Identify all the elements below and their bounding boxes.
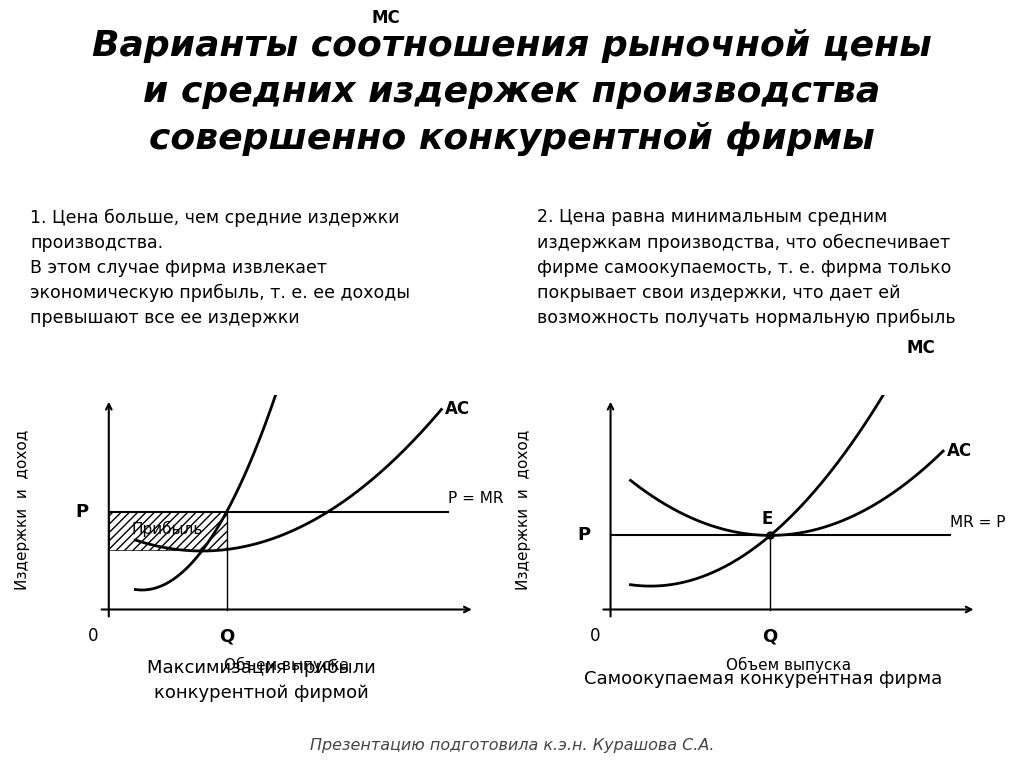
Text: MR = P: MR = P	[950, 515, 1006, 529]
Polygon shape	[109, 512, 226, 549]
Text: AC: AC	[946, 442, 972, 460]
Text: Варианты соотношения рыночной цены
и средних издержек производства
совершенно ко: Варианты соотношения рыночной цены и сре…	[92, 28, 932, 156]
Text: Издержки  и  доход: Издержки и доход	[14, 430, 30, 590]
Text: Издержки  и  доход: Издержки и доход	[516, 430, 531, 590]
Text: Q: Q	[763, 627, 778, 645]
Text: 1. Цена больше, чем средние издержки
производства.
В этом случае фирма извлекает: 1. Цена больше, чем средние издержки про…	[30, 209, 410, 327]
Text: AC: AC	[444, 400, 470, 419]
Text: Объем выпуска: Объем выпуска	[224, 657, 349, 673]
Text: Прибыль: Прибыль	[132, 521, 204, 537]
Text: P: P	[578, 526, 591, 545]
Text: Максимизация прибыли
конкурентной фирмой: Максимизация прибыли конкурентной фирмой	[146, 659, 376, 703]
Text: Самоокупаемая конкурентная фирма: Самоокупаемая конкурентная фирма	[584, 670, 942, 688]
Text: MC: MC	[906, 339, 935, 357]
Text: MC: MC	[372, 9, 400, 27]
Text: P = MR: P = MR	[449, 491, 504, 506]
Text: Объем выпуска: Объем выпуска	[726, 657, 851, 673]
Text: P: P	[76, 503, 89, 521]
Text: E: E	[761, 509, 772, 528]
Text: 0: 0	[590, 627, 600, 645]
Text: 0: 0	[88, 627, 98, 645]
Text: 2. Цена равна минимальным средним
издержкам производства, что обеспечивает
фирме: 2. Цена равна минимальным средним издерж…	[537, 209, 955, 328]
Text: Презентацию подготовила к.э.н. Курашова С.А.: Презентацию подготовила к.э.н. Курашова …	[309, 739, 715, 753]
Text: Q: Q	[219, 627, 234, 645]
